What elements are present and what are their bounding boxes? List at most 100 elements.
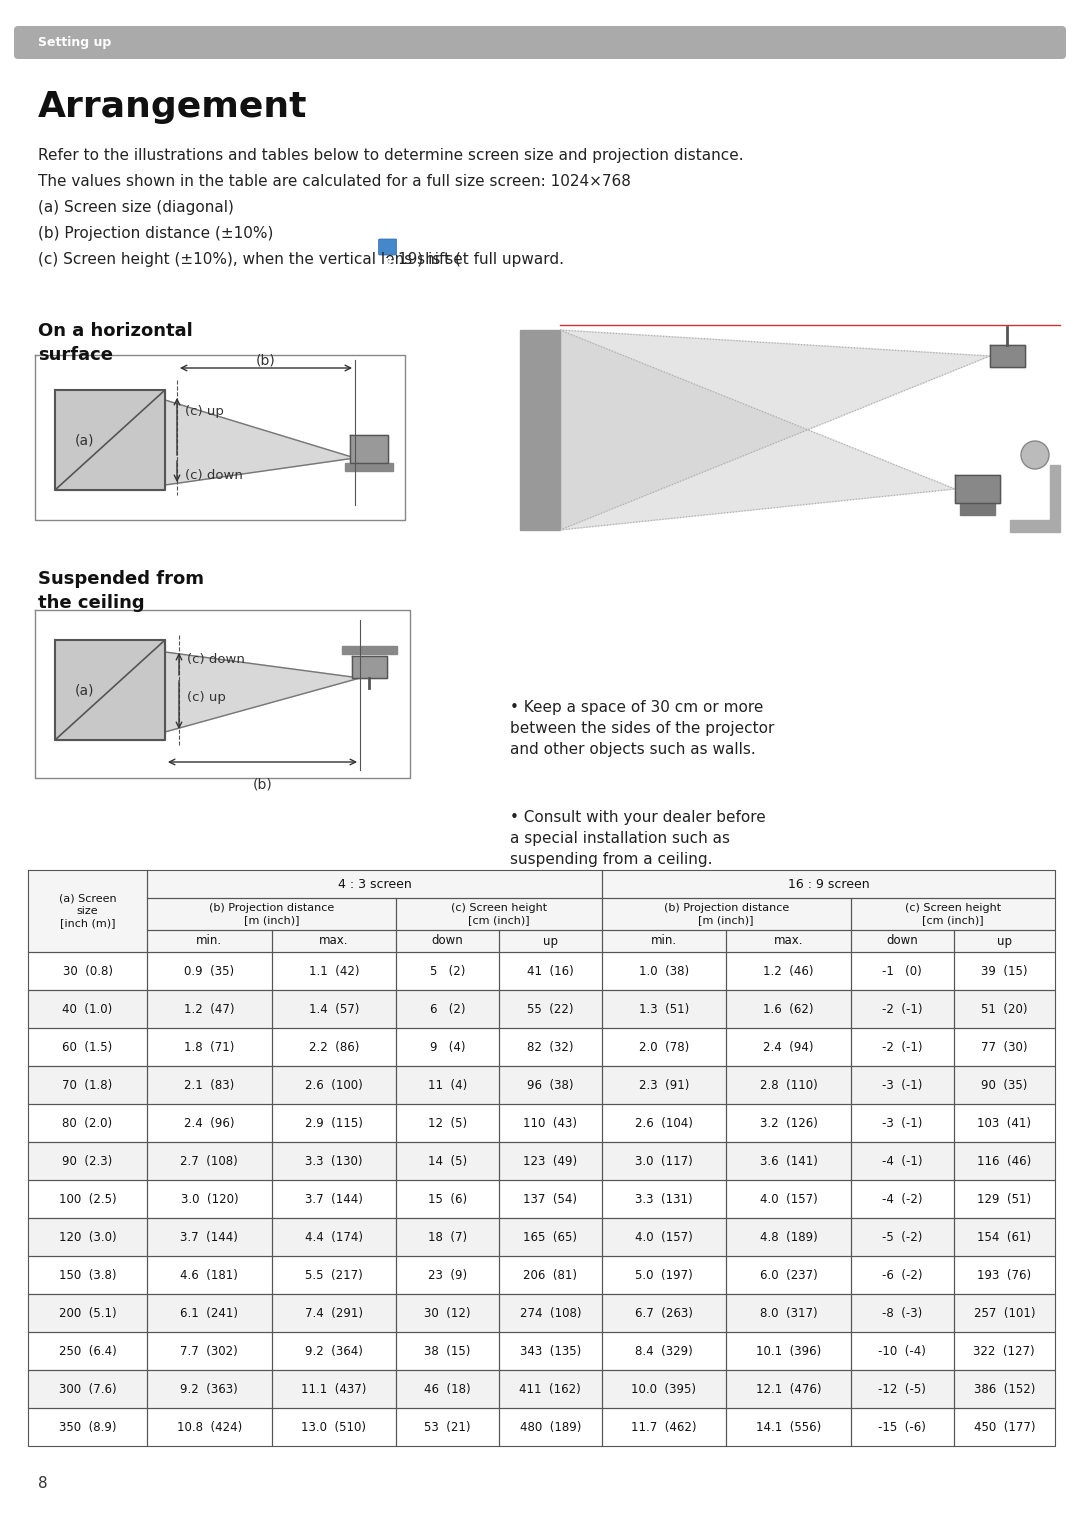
Polygon shape: [1010, 519, 1059, 532]
Text: 2.6  (100): 2.6 (100): [305, 1079, 363, 1091]
Text: 5.0  (197): 5.0 (197): [635, 1268, 693, 1281]
Polygon shape: [602, 1028, 726, 1066]
Text: 3.7  (144): 3.7 (144): [305, 1192, 363, 1206]
Polygon shape: [519, 329, 561, 530]
Text: 3.2  (126): 3.2 (126): [759, 1117, 818, 1129]
Polygon shape: [147, 870, 602, 898]
Polygon shape: [147, 1141, 271, 1180]
Text: (c) Screen height (±10%), when the vertical lens shift (: (c) Screen height (±10%), when the verti…: [38, 251, 461, 267]
Text: (c) down: (c) down: [187, 654, 245, 666]
Polygon shape: [396, 898, 602, 930]
Polygon shape: [954, 1370, 1055, 1408]
Text: Refer to the illustrations and tables below to determine screen size and project: Refer to the illustrations and tables be…: [38, 149, 744, 162]
Text: 51  (20): 51 (20): [981, 1002, 1027, 1016]
Text: -12  (-5): -12 (-5): [878, 1382, 926, 1396]
Polygon shape: [345, 463, 393, 470]
Text: 2.3  (91): 2.3 (91): [638, 1079, 689, 1091]
Polygon shape: [602, 1408, 726, 1446]
Polygon shape: [954, 1180, 1055, 1218]
Text: 70  (1.8): 70 (1.8): [63, 1079, 112, 1091]
Text: Arrangement: Arrangement: [38, 90, 308, 124]
Polygon shape: [602, 1141, 726, 1180]
Polygon shape: [55, 640, 165, 740]
Text: 2.4  (94): 2.4 (94): [764, 1040, 813, 1054]
Polygon shape: [499, 1180, 602, 1218]
Polygon shape: [28, 1028, 147, 1066]
Text: 7.7  (302): 7.7 (302): [180, 1345, 239, 1357]
Text: (c) up: (c) up: [185, 406, 224, 418]
Text: 15  (6): 15 (6): [428, 1192, 467, 1206]
Text: 257  (101): 257 (101): [973, 1307, 1035, 1319]
Polygon shape: [28, 1141, 147, 1180]
Text: (a) Screen size (diagonal): (a) Screen size (diagonal): [38, 201, 234, 214]
Polygon shape: [147, 1180, 271, 1218]
Circle shape: [1021, 441, 1049, 469]
Text: 110  (43): 110 (43): [524, 1117, 578, 1129]
Text: 10.1  (396): 10.1 (396): [756, 1345, 821, 1357]
Polygon shape: [499, 1370, 602, 1408]
Polygon shape: [726, 1105, 851, 1141]
Text: 23  (9): 23 (9): [428, 1268, 467, 1281]
Text: 30  (0.8): 30 (0.8): [63, 965, 112, 977]
Text: 300  (7.6): 300 (7.6): [58, 1382, 117, 1396]
Polygon shape: [499, 1295, 602, 1331]
Polygon shape: [147, 1256, 271, 1295]
Polygon shape: [147, 1408, 271, 1446]
Polygon shape: [954, 990, 1055, 1028]
Polygon shape: [396, 1408, 499, 1446]
Polygon shape: [726, 1141, 851, 1180]
Text: 6   (2): 6 (2): [430, 1002, 465, 1016]
Text: 2.8  (110): 2.8 (110): [759, 1079, 818, 1091]
Polygon shape: [396, 1295, 499, 1331]
Polygon shape: [271, 1218, 396, 1256]
Polygon shape: [851, 1028, 954, 1066]
Polygon shape: [271, 1180, 396, 1218]
Text: 154  (61): 154 (61): [977, 1230, 1031, 1244]
Text: 4.4  (174): 4.4 (174): [305, 1230, 363, 1244]
Text: The values shown in the table are calculated for a full size screen: 1024×768: The values shown in the table are calcul…: [38, 175, 631, 188]
Text: (b): (b): [256, 354, 275, 368]
Text: (b) Projection distance
[m (inch)]: (b) Projection distance [m (inch)]: [208, 902, 334, 925]
Polygon shape: [396, 1028, 499, 1066]
Text: min.: min.: [197, 935, 222, 947]
Text: max.: max.: [773, 935, 804, 947]
Polygon shape: [499, 1408, 602, 1446]
Polygon shape: [271, 1066, 396, 1105]
Polygon shape: [499, 951, 602, 990]
Text: 450  (177): 450 (177): [973, 1420, 1035, 1434]
Text: 6.1  (241): 6.1 (241): [180, 1307, 239, 1319]
Polygon shape: [602, 1180, 726, 1218]
Polygon shape: [954, 1105, 1055, 1141]
Text: -5  (-2): -5 (-2): [882, 1230, 922, 1244]
Polygon shape: [499, 1028, 602, 1066]
Text: 4 : 3 screen: 4 : 3 screen: [338, 878, 411, 890]
Polygon shape: [851, 1066, 954, 1105]
Polygon shape: [602, 898, 851, 930]
Polygon shape: [396, 1105, 499, 1141]
Polygon shape: [28, 1066, 147, 1105]
Polygon shape: [726, 1256, 851, 1295]
Text: -3  (-1): -3 (-1): [882, 1079, 922, 1091]
Text: 4.0  (157): 4.0 (157): [759, 1192, 818, 1206]
Polygon shape: [602, 870, 1055, 898]
Text: 9   (4): 9 (4): [430, 1040, 465, 1054]
Text: 193  (76): 193 (76): [977, 1268, 1031, 1281]
Polygon shape: [726, 990, 851, 1028]
Text: 8.0  (317): 8.0 (317): [759, 1307, 818, 1319]
Polygon shape: [726, 1028, 851, 1066]
Polygon shape: [147, 951, 271, 990]
Text: (c) up: (c) up: [187, 691, 226, 705]
Polygon shape: [726, 1331, 851, 1370]
Text: (b): (b): [253, 778, 272, 792]
Polygon shape: [28, 1180, 147, 1218]
Text: 9.2  (364): 9.2 (364): [305, 1345, 363, 1357]
Polygon shape: [165, 653, 360, 732]
Text: Suspended from
the ceiling: Suspended from the ceiling: [38, 570, 204, 611]
Polygon shape: [271, 1295, 396, 1331]
Polygon shape: [396, 1370, 499, 1408]
Polygon shape: [726, 1218, 851, 1256]
Polygon shape: [851, 1295, 954, 1331]
Text: 11  (4): 11 (4): [428, 1079, 467, 1091]
Text: 90  (35): 90 (35): [981, 1079, 1027, 1091]
Polygon shape: [954, 1295, 1055, 1331]
